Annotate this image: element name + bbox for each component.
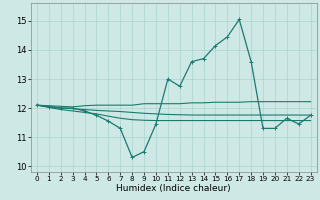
X-axis label: Humidex (Indice chaleur): Humidex (Indice chaleur) bbox=[116, 184, 231, 193]
